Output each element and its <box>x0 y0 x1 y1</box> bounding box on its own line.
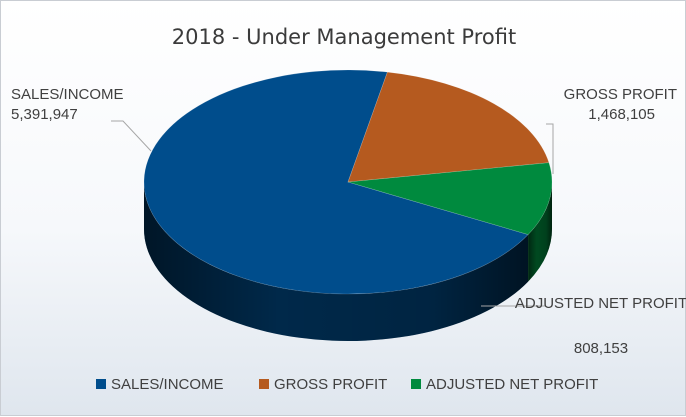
data-label-sales-income-value: 5,391,947 <box>11 106 78 123</box>
leader-lines <box>111 120 554 307</box>
legend-item-sales-income: SALES/INCOME <box>96 376 224 393</box>
data-label-adjusted-net-profit: ADJUSTED NET PROFIT 808,153 <box>515 295 686 357</box>
data-label-gross-profit-category: GROSS PROFIT <box>564 86 677 103</box>
data-label-gross-profit: GROSS PROFIT 1,468,105 <box>564 86 677 123</box>
legend: SALES/INCOME GROSS PROFIT ADJUSTED NET P… <box>96 376 598 393</box>
data-label-gross-profit-value: 1,468,105 <box>588 106 655 123</box>
legend-swatch-gross-profit <box>259 379 269 389</box>
leader-line-sales-income <box>111 120 152 152</box>
legend-label-adjusted-net-profit: ADJUSTED NET PROFIT <box>426 376 598 393</box>
pie-sides <box>144 182 552 341</box>
leader-line-gross-profit <box>546 123 554 174</box>
legend-swatch-adjusted-net-profit <box>411 379 421 389</box>
pie-slice-adjusted-net-profit <box>347 162 553 235</box>
data-label-adjusted-net-profit-value: 808,153 <box>574 340 628 357</box>
pie-slice-sales-income <box>143 69 529 295</box>
legend-label-gross-profit: GROSS PROFIT <box>274 376 387 393</box>
chart-title: 2018 - Under Management Profit <box>172 25 516 49</box>
pie-tops <box>143 69 553 295</box>
legend-label-sales-income: SALES/INCOME <box>111 376 224 393</box>
pie-side-shade-sales-income <box>144 182 529 341</box>
data-label-adjusted-net-profit-category: ADJUSTED NET PROFIT <box>515 295 686 312</box>
pie-slice-gross-profit <box>347 71 550 183</box>
legend-swatch-sales-income <box>96 379 106 389</box>
legend-item-gross-profit: GROSS PROFIT <box>259 376 387 393</box>
data-label-sales-income-category: SALES/INCOME <box>11 86 124 103</box>
legend-item-adjusted-net-profit: ADJUSTED NET PROFIT <box>411 376 598 393</box>
pie-side-shade-adjusted-net-profit <box>528 182 552 282</box>
data-label-sales-income: SALES/INCOME 5,391,947 <box>11 86 124 123</box>
